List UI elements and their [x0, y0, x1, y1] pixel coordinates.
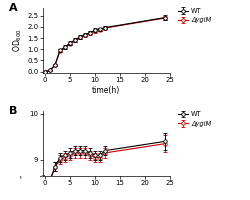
Legend: WT, ΔygiM: WT, ΔygiM — [178, 111, 211, 127]
Legend: WT, ΔygiM: WT, ΔygiM — [178, 8, 211, 23]
Text: A: A — [9, 3, 18, 13]
X-axis label: time(h): time(h) — [92, 86, 120, 95]
Y-axis label: OD$_{600}$: OD$_{600}$ — [12, 28, 24, 52]
Text: B: B — [9, 106, 18, 116]
